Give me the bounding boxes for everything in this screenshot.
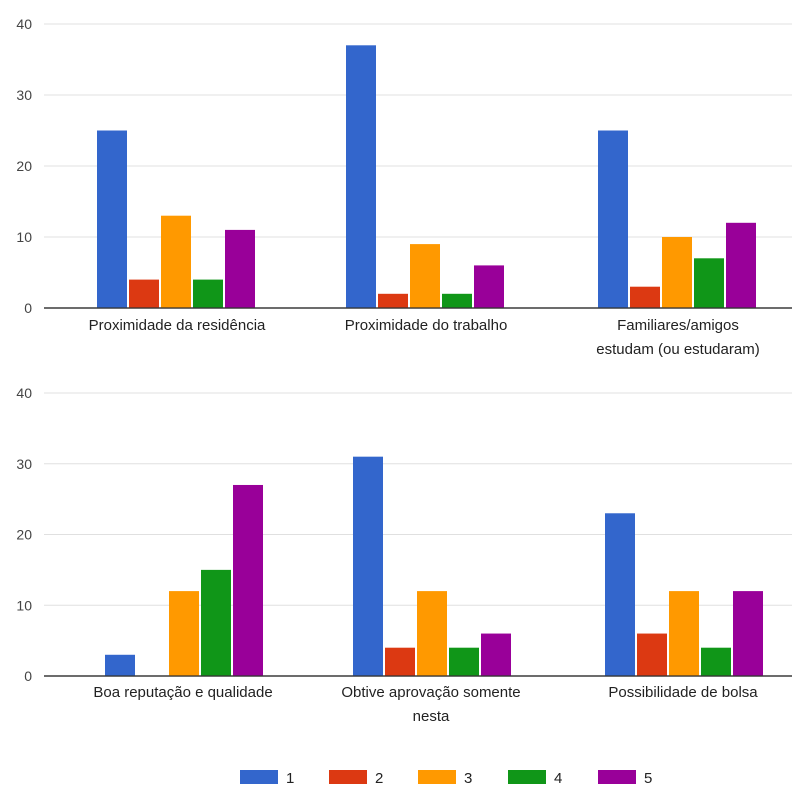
- bar-series-4-cat-2: [701, 647, 731, 676]
- legend-label-5: 5: [644, 770, 652, 787]
- legend-swatch-4: [508, 770, 546, 784]
- bar-series-1-cat-1: [346, 45, 376, 309]
- bar-series-4-cat-0: [201, 569, 231, 676]
- legend-swatch-1: [240, 770, 278, 784]
- y-tick-label: 10: [16, 229, 32, 245]
- legend-label-1: 1: [286, 770, 294, 787]
- legend-swatch-3: [418, 770, 456, 784]
- bar-series-1-cat-0: [105, 654, 135, 676]
- legend: 1 2 3 4 5: [240, 770, 652, 787]
- bar-series-4-cat-2: [694, 258, 724, 308]
- bar-series-2-cat-1: [385, 647, 415, 676]
- y-tick-label: 30: [16, 456, 32, 472]
- bar-series-4-cat-1: [449, 647, 479, 676]
- bar-series-2-cat-2: [630, 286, 660, 308]
- bar-series-4-cat-1: [442, 293, 472, 308]
- bar-series-5-cat-1: [474, 265, 504, 308]
- bar-series-5-cat-0: [233, 484, 263, 676]
- bar-series-2-cat-0: [129, 279, 159, 308]
- bar-series-3-cat-2: [662, 237, 692, 308]
- bar-series-2-cat-1: [378, 293, 408, 308]
- bar-series-1-cat-2: [598, 130, 628, 308]
- legend-swatch-5: [598, 770, 636, 784]
- y-tick-label: 10: [16, 597, 32, 613]
- category-label: Proximidade da residência: [89, 317, 266, 334]
- legend-label-3: 3: [464, 770, 472, 787]
- legend-swatch-2: [329, 770, 367, 784]
- category-label: Obtive aprovação somente nesta: [341, 684, 520, 725]
- bar-series-5-cat-0: [225, 229, 255, 308]
- bar-series-3-cat-0: [161, 215, 191, 308]
- bar-series-5-cat-1: [481, 633, 511, 676]
- bar-series-5-cat-2: [733, 591, 763, 676]
- y-tick-label: 0: [24, 668, 32, 684]
- bar-series-3-cat-2: [669, 591, 699, 676]
- y-tick-label: 20: [16, 158, 32, 174]
- y-tick-label: 20: [16, 527, 32, 543]
- bar-series-4-cat-0: [193, 279, 223, 308]
- bar-series-1-cat-0: [97, 130, 127, 308]
- category-label: Familiares/amigos estudam (ou estudaram): [596, 317, 759, 358]
- chart-panel-top: 0 10 20 30 40 Proximidade da residência Proxim…: [16, 16, 792, 358]
- category-label: Boa reputação e qualidade: [93, 684, 272, 701]
- chart-panel-bottom: 0 10 20 30 40 Boa reputação e qualidade Obtive…: [16, 385, 792, 725]
- bar-series-2-cat-2: [637, 633, 667, 676]
- bar-series-3-cat-1: [410, 244, 440, 308]
- legend-label-2: 2: [375, 770, 383, 787]
- category-label: Proximidade do trabalho: [345, 317, 508, 334]
- bar-series-1-cat-2: [605, 513, 635, 676]
- bar-series-3-cat-1: [417, 591, 447, 676]
- bar-series-3-cat-0: [169, 591, 199, 676]
- bar-series-1-cat-1: [353, 456, 383, 676]
- y-tick-label: 30: [16, 87, 32, 103]
- y-tick-label: 40: [16, 385, 32, 401]
- y-tick-label: 0: [24, 300, 32, 316]
- legend-label-4: 4: [554, 770, 562, 787]
- y-tick-label: 40: [16, 16, 32, 32]
- category-label: Possibilidade de bolsa: [608, 684, 758, 701]
- bar-series-5-cat-2: [726, 222, 756, 308]
